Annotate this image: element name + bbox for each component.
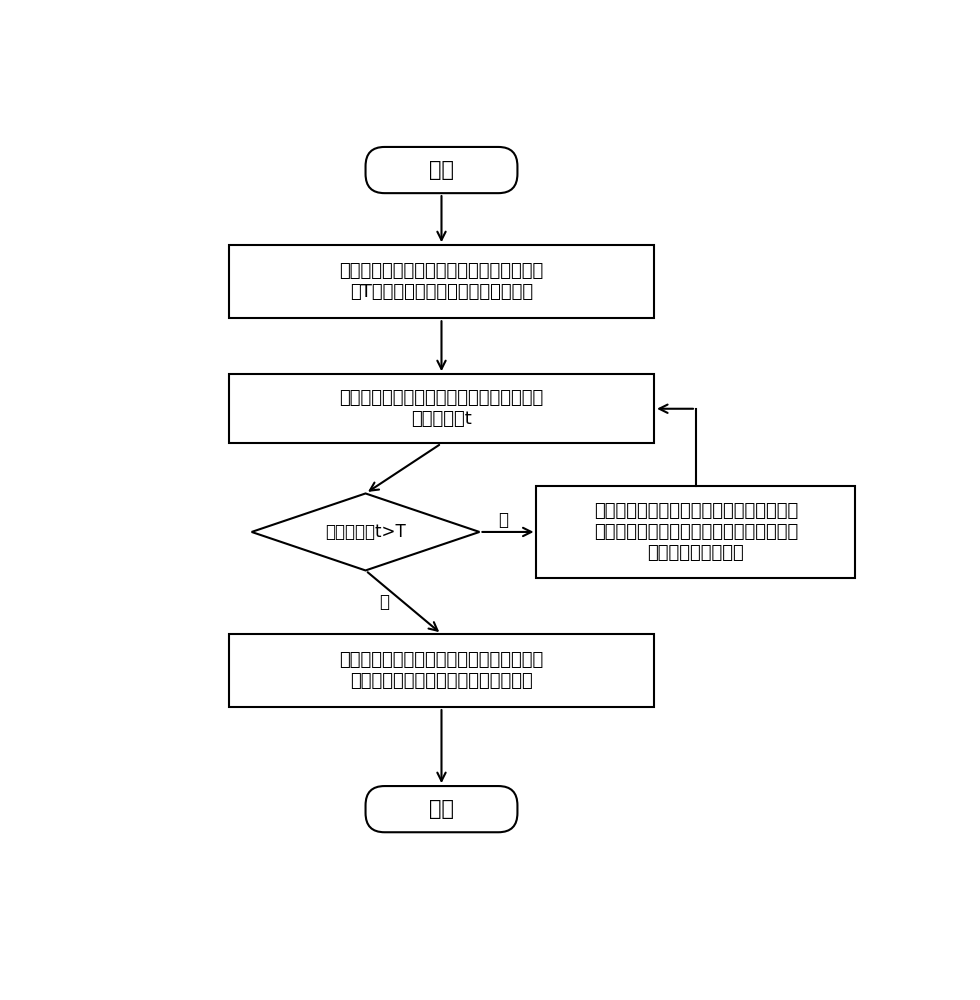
Text: 将当前的电池模组模型作为最優电池模组模
型，确定消防系统，得到电池模组结构: 将当前的电池模组模型作为最優电池模组模 型，确定消防系统，得到电池模组结构 — [339, 651, 544, 690]
Text: 热蔻延时间t>T: 热蔻延时间t>T — [325, 523, 406, 541]
Text: 开始: 开始 — [429, 160, 454, 180]
Bar — [228, 245, 655, 318]
FancyBboxPatch shape — [366, 786, 517, 832]
Text: 进行能流分析，改变单体电池的排列方式以
增加单体电池的热量流动路径和减小相邻单
体电池之间的热传递: 进行能流分析，改变单体电池的排列方式以 增加单体电池的热量流动路径和减小相邻单 … — [594, 502, 798, 562]
Bar — [228, 374, 655, 443]
Text: 结束: 结束 — [429, 799, 454, 819]
Bar — [228, 634, 655, 707]
Bar — [536, 486, 856, 578]
FancyBboxPatch shape — [366, 147, 517, 193]
Polygon shape — [252, 493, 479, 570]
Text: 获取约束条件和预设置的电池模组热蔻延时
间T，基于约束条件建立电池模组模型: 获取约束条件和预设置的电池模组热蔻延时 间T，基于约束条件建立电池模组模型 — [339, 262, 544, 301]
Text: 对电池模组模型进行热蔻延仿真分析，记录
热蔻延时间t: 对电池模组模型进行热蔻延仿真分析，记录 热蔻延时间t — [339, 389, 544, 428]
Text: 是: 是 — [379, 593, 389, 611]
Text: 否: 否 — [499, 511, 509, 529]
